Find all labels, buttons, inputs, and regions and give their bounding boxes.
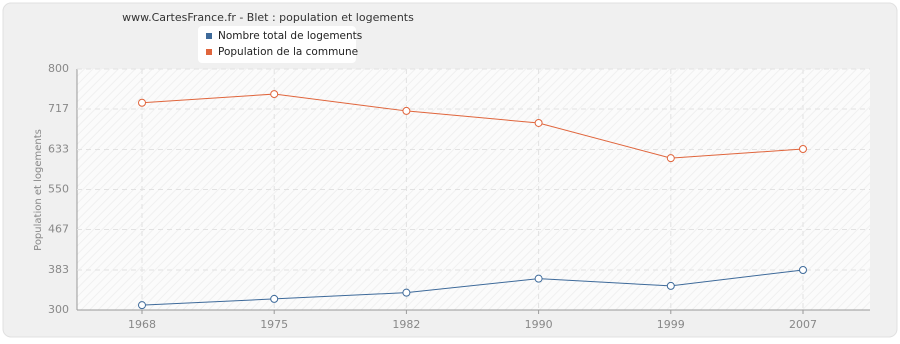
point: [666, 281, 675, 290]
y-tick-label: 300: [48, 303, 69, 316]
y-tick-label: 550: [48, 183, 69, 196]
point: [799, 265, 807, 274]
y-tick-label: 800: [48, 62, 69, 75]
point: [666, 154, 675, 163]
line: [141, 269, 804, 306]
y-tick-label: 717: [48, 102, 69, 115]
x-tick-label: 1968: [128, 318, 156, 331]
point: [799, 145, 807, 154]
legend-swatch: [206, 33, 212, 39]
point: [138, 301, 146, 310]
y-tick-label: 633: [48, 142, 69, 155]
legend-label: Population de la commune: [218, 46, 358, 58]
point: [534, 118, 543, 127]
y-tick-label: 467: [48, 223, 69, 236]
point: [270, 90, 279, 99]
x-tick-label: 1975: [260, 318, 288, 331]
line: [141, 93, 804, 159]
point: [402, 288, 411, 297]
x-tick-label: 2007: [789, 318, 817, 331]
point: [270, 294, 279, 303]
point: [138, 98, 146, 107]
chart-title: www.CartesFrance.fr - Blet : population …: [122, 11, 414, 24]
x-tick-label: 1982: [392, 318, 420, 331]
legend-label: Nombre total de logements: [218, 30, 362, 42]
legend: [198, 26, 356, 63]
x-tick-label: 1990: [525, 318, 553, 331]
legend-swatch: [206, 49, 212, 55]
y-axis-label: Population et logements: [33, 129, 44, 251]
x-tick-label: 1999: [657, 318, 685, 331]
y-tick-label: 383: [48, 263, 69, 276]
point: [534, 274, 543, 283]
point: [402, 106, 411, 115]
